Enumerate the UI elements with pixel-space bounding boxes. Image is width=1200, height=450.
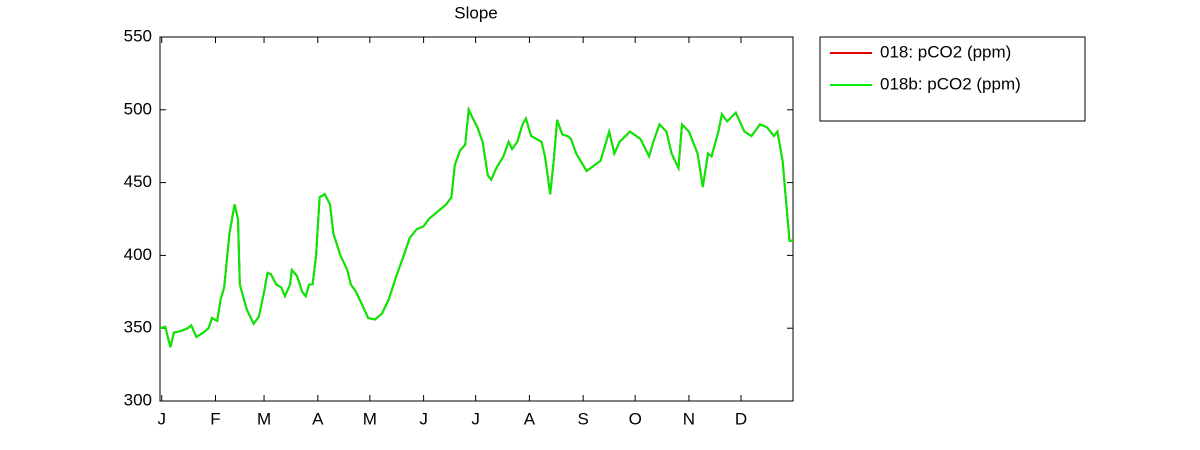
y-tick-label: 500 (124, 99, 152, 118)
y-tick-label: 400 (124, 245, 152, 264)
x-tick-label: J (157, 409, 166, 428)
x-tick-label: A (312, 409, 324, 428)
x-tick-label: M (257, 409, 271, 428)
y-tick-label: 350 (124, 318, 152, 337)
x-tick-label: J (419, 409, 428, 428)
chart-title: Slope (454, 3, 497, 22)
x-tick-label: A (524, 409, 536, 428)
x-tick-label: D (735, 409, 747, 428)
legend-box (819, 36, 1086, 122)
data-line (159, 106, 793, 348)
y-tick-label: 300 (124, 390, 152, 409)
x-tick-label: O (629, 409, 642, 428)
y-tick-label: 450 (124, 172, 152, 191)
y-tick-label: 550 (124, 26, 152, 45)
x-tick-label: S (577, 409, 588, 428)
x-tick-label: N (683, 409, 695, 428)
x-tick-label: J (471, 409, 480, 428)
x-tick-label: M (363, 409, 377, 428)
x-tick-label: F (210, 409, 220, 428)
plot-frame (159, 36, 794, 402)
legend-label: 018: pCO2 (ppm) (880, 42, 1011, 61)
legend-label: 018b: pCO2 (ppm) (880, 74, 1021, 93)
